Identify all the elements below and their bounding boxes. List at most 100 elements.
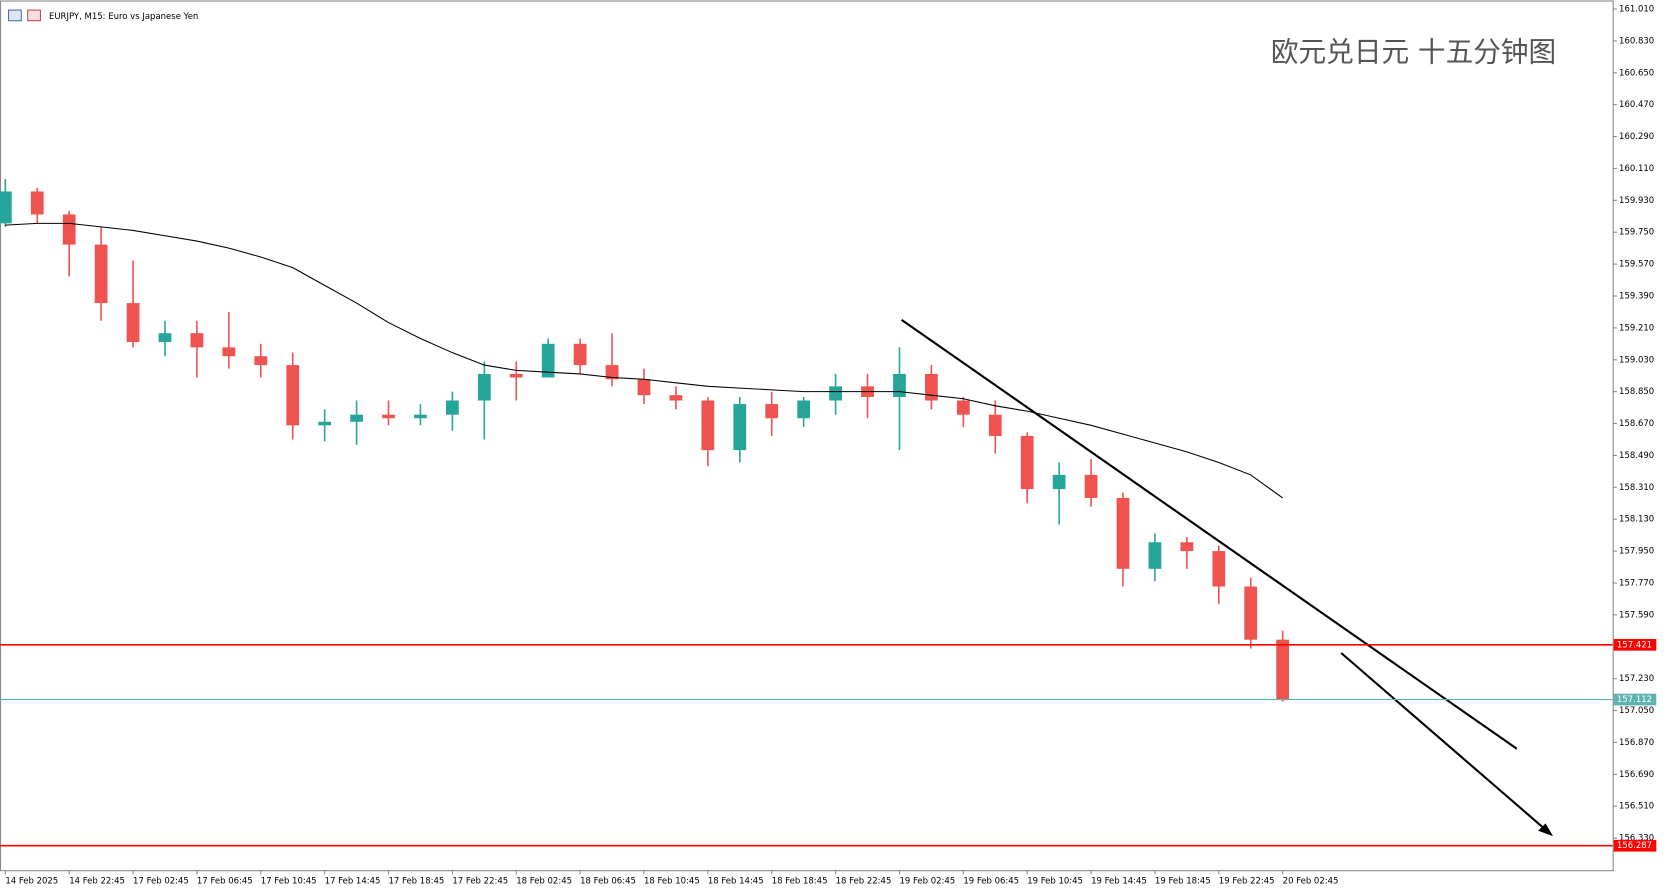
candle-body [1052,474,1066,490]
y-tick-label: 156.870 [1619,738,1654,748]
y-tick-label: 160.650 [1619,68,1654,78]
y-tick-label: 159.390 [1619,291,1654,301]
moving-average [5,222,1283,499]
y-tick-label: 159.210 [1619,323,1654,333]
candle-body [350,414,363,422]
candle-body [1276,639,1290,700]
y-tick-label: 156.330 [1619,834,1654,844]
y-tick-label: 160.470 [1619,100,1654,110]
candle-body [477,373,491,401]
x-tick-label: 19 Feb 10:45 [1027,876,1083,886]
candle-body [605,365,619,380]
y-tick-label: 156.690 [1619,770,1654,780]
y-tick-label: 158.850 [1619,387,1654,397]
x-tick-label: 17 Feb 02:45 [133,876,189,886]
x-tick-label: 14 Feb 2025 [5,876,58,886]
candle-body [1180,542,1194,552]
candle-body [669,395,683,401]
y-tick-label: 158.670 [1619,419,1654,429]
candle-body [254,356,268,366]
candle-body [829,386,842,401]
y-tick-label: 160.110 [1619,164,1654,174]
y-tick-label: 159.750 [1619,228,1654,238]
candle-body [382,414,395,419]
plot-frame [0,0,1614,872]
candle-body [1020,435,1034,490]
candle-body [733,404,747,451]
candle-body [797,400,811,419]
y-tick-label: 157.590 [1619,610,1654,620]
x-tick-label: 18 Feb 14:45 [708,876,764,886]
candle-body [1244,586,1258,640]
candle-body [222,347,236,357]
icon [7,9,22,22]
y-tick-label: 158.310 [1619,483,1654,493]
candle-body [446,400,459,415]
candle-body [286,365,300,426]
candle-body [158,333,172,343]
x-tick-label: 19 Feb 18:45 [1155,876,1211,886]
chart-layer: 161.010 160.830 160.650 160.470 160.290 160.1… [0,4,1654,886]
y-tick-label: 160.290 [1619,132,1654,142]
x-tick-label: 17 Feb 10:45 [261,876,317,886]
y-tick-label: 157.770 [1619,578,1654,588]
x-tick-label: 19 Feb 06:45 [963,876,1019,886]
y-tick-label: 157.230 [1619,674,1654,684]
x-tick-label: 18 Feb 06:45 [580,876,636,886]
candle-body [925,373,938,401]
candle-body [190,333,204,348]
price-level-box [1613,839,1657,852]
x-tick-label: 20 Feb 02:45 [1283,876,1339,886]
arrow-head [1538,823,1554,837]
y-tick-label: 161.010 [1619,4,1654,14]
x-tick-label: 19 Feb 14:45 [1091,876,1147,886]
candle-body [414,414,427,419]
chart-title: 欧元兑日元 十五分钟图 [1271,36,1556,69]
candle-body [1116,497,1130,569]
candle-body [126,303,140,343]
candle-body [509,373,523,378]
candle-body [30,191,44,215]
y-tick-label: 158.490 [1619,451,1654,461]
candle-body [988,414,1002,436]
candle-body [318,421,332,426]
candle-body [541,343,555,378]
candle-body [1084,474,1098,498]
x-tick-label: 17 Feb 22:45 [452,876,508,886]
candle-body [893,373,906,397]
x-tick-label: 19 Feb 02:45 [899,876,955,886]
y-tick-label: 159.930 [1619,196,1654,206]
x-tick-label: 18 Feb 02:45 [516,876,572,886]
x-tick-label: 18 Feb 22:45 [836,876,892,886]
chart-header: EURJPY, M15: Euro vs Japanese Yen [49,12,198,22]
price-level-label: 157.112 [1617,695,1652,705]
x-tick-label: 18 Feb 18:45 [772,876,828,886]
price-level-label: 157.421 [1617,640,1652,650]
x-tick-label: 17 Feb 14:45 [325,876,381,886]
candle-body [701,400,715,451]
candle-body [0,191,12,224]
candle-body [94,244,108,304]
candle-body [62,214,76,245]
icon [27,9,41,22]
candle-body [1212,551,1226,587]
candle-body [956,400,970,415]
price-level-box [1613,638,1657,651]
candle-body [1148,542,1162,569]
price-level-label: 156.287 [1617,841,1652,851]
y-tick-label: 157.950 [1619,547,1654,557]
y-tick-label: 158.130 [1619,515,1654,525]
y-tick-label: 156.510 [1619,802,1654,812]
x-tick-label: 17 Feb 18:45 [389,876,445,886]
price-level-box [1613,693,1657,706]
y-tick-label: 159.030 [1619,355,1654,365]
candle-body [765,404,779,419]
trend-line [900,318,1518,750]
x-tick-label: 14 Feb 22:45 [69,876,125,886]
x-tick-label: 18 Feb 10:45 [644,876,700,886]
x-tick-label: 17 Feb 06:45 [197,876,253,886]
y-tick-label: 159.570 [1619,260,1654,270]
x-tick-label: 19 Feb 22:45 [1219,876,1275,886]
arrow-line [1340,652,1547,831]
